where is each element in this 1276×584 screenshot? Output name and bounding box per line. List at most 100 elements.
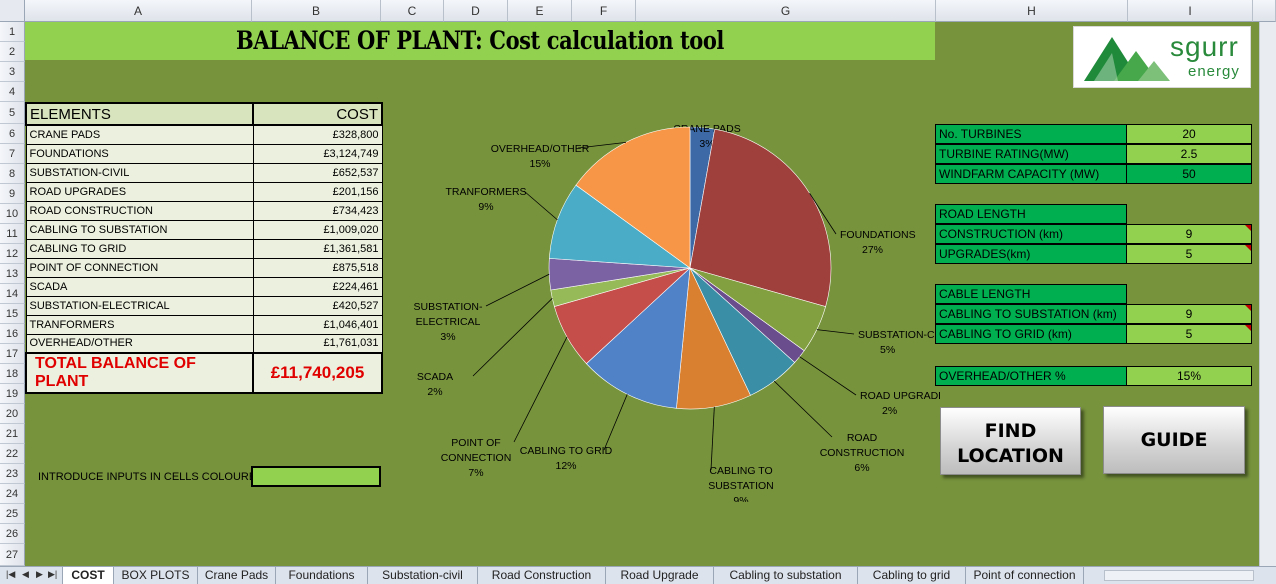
prev-sheet-icon[interactable]: ◀ <box>22 569 29 579</box>
column-header[interactable]: E <box>508 0 572 22</box>
row-header[interactable]: 27 <box>0 544 25 566</box>
total-label[interactable]: TOTAL BALANCE OF PLANT <box>25 352 254 394</box>
cost-element-value[interactable]: £1,761,031 <box>252 333 383 354</box>
input-color-key-cell[interactable] <box>251 466 381 487</box>
overhead-label[interactable]: OVERHEAD/OTHER % <box>935 366 1127 386</box>
capacity-label[interactable]: WINDFARM CAPACITY (MW) <box>935 164 1127 184</box>
sheet-tab[interactable]: BOX PLOTS <box>114 567 198 584</box>
comment-indicator-icon[interactable] <box>1245 305 1251 311</box>
column-header[interactable]: G <box>636 0 936 22</box>
sheet-tab[interactable]: Point of connection <box>966 567 1084 584</box>
construction-label[interactable]: CONSTRUCTION (km) <box>935 224 1127 244</box>
sheet-tab[interactable]: Road Construction <box>478 567 606 584</box>
row-header[interactable]: 23 <box>0 464 25 484</box>
row-header[interactable]: 14 <box>0 284 25 304</box>
pie-slice-cabling-to-grid[interactable] <box>585 267 691 409</box>
elements-header[interactable]: ELEMENTS <box>25 102 254 126</box>
overhead-input[interactable]: 15% <box>1126 366 1252 386</box>
cost-element-name[interactable]: POINT OF CONNECTION <box>25 257 254 278</box>
row-header[interactable]: 17 <box>0 344 25 364</box>
cabling-sub-label[interactable]: CABLING TO SUBSTATION (km) <box>935 304 1127 324</box>
rating-label[interactable]: TURBINE RATING(MW) <box>935 144 1127 164</box>
cost-element-value[interactable]: £875,518 <box>252 257 383 278</box>
column-header[interactable]: F <box>572 0 636 22</box>
row-header[interactable]: 16 <box>0 324 25 344</box>
row-header[interactable]: 2 <box>0 42 25 62</box>
column-header[interactable]: I <box>1128 0 1253 22</box>
row-header[interactable]: 13 <box>0 264 25 284</box>
rating-input[interactable]: 2.5 <box>1126 144 1252 164</box>
row-header[interactable]: 5 <box>0 102 25 124</box>
cost-element-name[interactable]: FOUNDATIONS <box>25 143 254 164</box>
cabling-grid-label[interactable]: CABLING TO GRID (km) <box>935 324 1127 344</box>
turbines-input[interactable]: 20 <box>1126 124 1252 144</box>
total-value[interactable]: £11,740,205 <box>252 352 383 394</box>
row-header[interactable]: 7 <box>0 144 25 164</box>
comment-indicator-icon[interactable] <box>1245 245 1251 251</box>
cost-header[interactable]: COST <box>252 102 383 126</box>
cost-element-name[interactable]: SUBSTATION-CIVIL <box>25 162 254 183</box>
sheet-tab[interactable]: Cabling to substation <box>714 567 858 584</box>
cost-element-value[interactable]: £201,156 <box>252 181 383 202</box>
worksheet-grid[interactable]: BALANCE OF PLANT: Cost calculation tool … <box>25 22 1259 566</box>
row-header[interactable]: 3 <box>0 62 25 82</box>
cost-element-value[interactable]: £1,009,020 <box>252 219 383 240</box>
cabling-grid-input[interactable]: 5 <box>1126 324 1252 344</box>
row-header[interactable]: 22 <box>0 444 25 464</box>
row-header[interactable]: 11 <box>0 224 25 244</box>
find-location-button[interactable]: FIND LOCATION <box>940 407 1081 475</box>
select-all-corner[interactable] <box>0 0 25 22</box>
cost-element-name[interactable]: SCADA <box>25 276 254 297</box>
cost-element-value[interactable]: £652,537 <box>252 162 383 183</box>
next-sheet-icon[interactable]: ▶ <box>36 569 43 579</box>
cost-element-name[interactable]: CRANE PADS <box>25 124 254 145</box>
cost-element-value[interactable]: £3,124,749 <box>252 143 383 164</box>
upgrades-input[interactable]: 5 <box>1126 244 1252 264</box>
row-header[interactable]: 25 <box>0 504 25 524</box>
sheet-tab[interactable]: Road Upgrade <box>606 567 714 584</box>
horizontal-scrollbar[interactable] <box>1104 570 1254 581</box>
road-length-header[interactable]: ROAD LENGTH <box>935 204 1127 224</box>
row-header[interactable]: 18 <box>0 364 25 384</box>
guide-button[interactable]: GUIDE <box>1103 406 1245 474</box>
column-header[interactable]: H <box>936 0 1128 22</box>
cost-element-name[interactable]: ROAD CONSTRUCTION <box>25 200 254 221</box>
row-header[interactable]: 24 <box>0 484 25 504</box>
sheet-tab[interactable]: COST <box>62 567 114 584</box>
row-header[interactable]: 8 <box>0 164 25 184</box>
sheet-tab[interactable]: Foundations <box>276 567 368 584</box>
row-header[interactable]: 21 <box>0 424 25 444</box>
vertical-scrollbar[interactable] <box>1259 22 1276 566</box>
pie-slice-overhead-other[interactable] <box>575 126 691 269</box>
comment-indicator-icon[interactable] <box>1245 225 1251 231</box>
capacity-value[interactable]: 50 <box>1126 164 1252 184</box>
cost-element-name[interactable]: TRANFORMERS <box>25 314 254 335</box>
turbines-label[interactable]: No. TURBINES <box>935 124 1127 144</box>
row-header[interactable]: 9 <box>0 184 25 204</box>
row-header[interactable]: 19 <box>0 384 25 404</box>
cost-element-name[interactable]: ROAD UPGRADES <box>25 181 254 202</box>
cabling-sub-input[interactable]: 9 <box>1126 304 1252 324</box>
row-header[interactable]: 12 <box>0 244 25 264</box>
row-header[interactable]: 10 <box>0 204 25 224</box>
cost-element-name[interactable]: CABLING TO GRID <box>25 238 254 259</box>
row-header[interactable]: 1 <box>0 22 25 42</box>
sheet-tab[interactable]: Crane Pads <box>198 567 276 584</box>
cable-length-header[interactable]: CABLE LENGTH <box>935 284 1127 304</box>
sheet-tab[interactable]: Substation-civil <box>368 567 478 584</box>
sheet-tab[interactable]: Cabling to grid <box>858 567 966 584</box>
column-header[interactable]: D <box>444 0 508 22</box>
first-sheet-icon[interactable]: |◀ <box>6 569 16 579</box>
row-header[interactable]: 26 <box>0 524 25 544</box>
cost-element-name[interactable]: SUBSTATION-ELECTRICAL <box>25 295 254 316</box>
row-header[interactable]: 15 <box>0 304 25 324</box>
cost-element-name[interactable]: CABLING TO SUBSTATION <box>25 219 254 240</box>
cost-element-value[interactable]: £224,461 <box>252 276 383 297</box>
row-header[interactable]: 6 <box>0 124 25 144</box>
upgrades-label[interactable]: UPGRADES(km) <box>935 244 1127 264</box>
comment-indicator-icon[interactable] <box>1245 325 1251 331</box>
last-sheet-icon[interactable]: ▶| <box>48 569 58 579</box>
column-header[interactable]: B <box>252 0 381 22</box>
pie-slice-foundations[interactable] <box>689 128 832 307</box>
cost-element-value[interactable]: £1,361,581 <box>252 238 383 259</box>
